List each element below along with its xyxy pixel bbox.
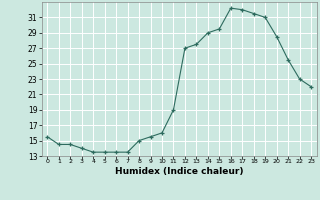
X-axis label: Humidex (Indice chaleur): Humidex (Indice chaleur)	[115, 167, 244, 176]
